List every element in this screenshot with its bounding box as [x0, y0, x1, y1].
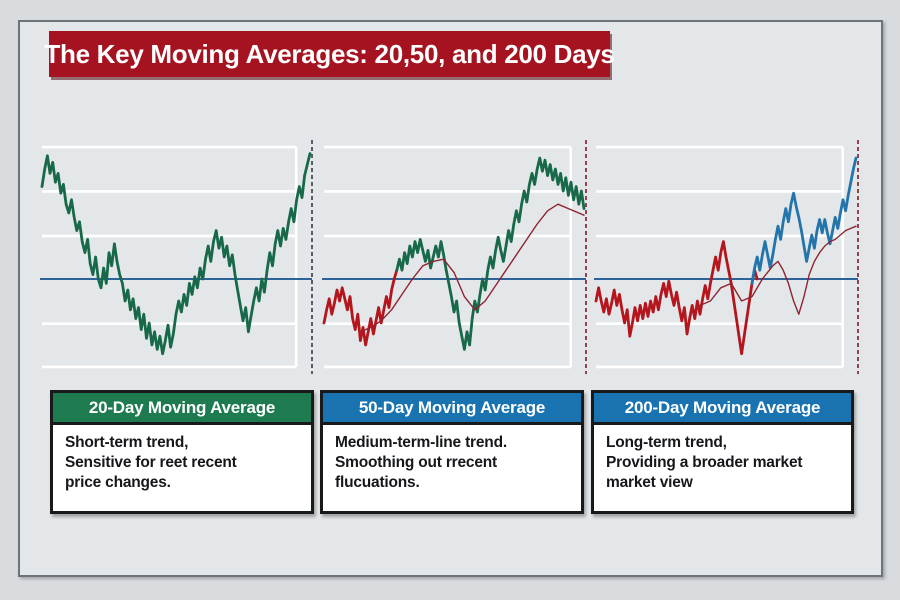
infobox-description-50-day: Medium-term-line trend. Smoothing out rr…: [335, 434, 507, 492]
ma-200d-line: [699, 225, 857, 315]
price-green-line: [40, 152, 312, 356]
chart-50-day-moving-average: [322, 140, 588, 374]
title-banner: The Key Moving Averages: 20,50, and 200 …: [44, 31, 615, 77]
ma-50d-line: [359, 203, 585, 333]
content-panel: The Key Moving Averages: 20,50, and 200 …: [18, 20, 883, 577]
price-late-green-line: [395, 156, 586, 351]
chart-200-day-moving-average: [594, 140, 860, 374]
infobox-header-50-day: 50-Day Moving Average: [323, 393, 581, 425]
price-late-blue-line: [750, 156, 858, 285]
chart-20-day-moving-average: [40, 140, 314, 374]
infobox-header-200-day: 200-Day Moving Average: [594, 393, 851, 425]
chart-svg: [40, 140, 313, 374]
chart-svg: [322, 140, 587, 374]
infobox-50-day: 50-Day Moving Average Medium-term-line t…: [320, 390, 584, 514]
infobox-header-20-day: 20-Day Moving Average: [53, 393, 311, 425]
infobox-200-day: 200-Day Moving Average Long-term trend, …: [591, 390, 854, 514]
price-early-red-line: [322, 268, 399, 347]
infobox-20-day: 20-Day Moving Average Short-term trend, …: [50, 390, 314, 514]
infobox-description-200-day: Long-term trend, Providing a broader mar…: [606, 434, 803, 492]
infobox-description-20-day: Short-term trend, Sensitive for reet rec…: [65, 434, 237, 492]
page-title: The Key Moving Averages: 20,50, and 200 …: [44, 38, 615, 69]
chart-svg: [594, 140, 859, 374]
price-early-red-line: [594, 240, 759, 356]
